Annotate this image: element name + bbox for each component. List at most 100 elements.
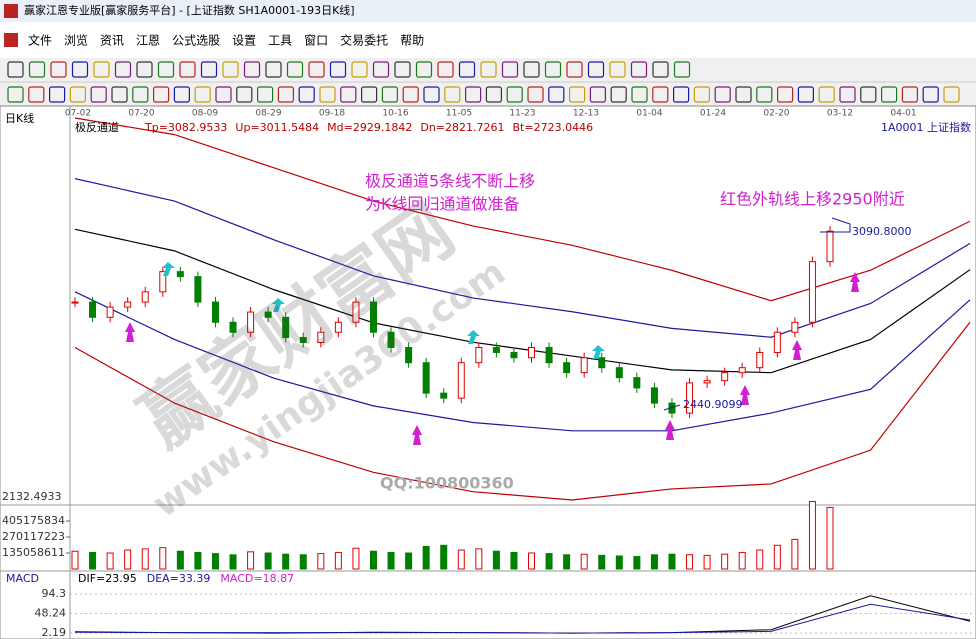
menu-item[interactable]: 公式选股 xyxy=(172,34,220,48)
toolbar-button[interactable] xyxy=(566,61,583,78)
candle xyxy=(71,301,79,304)
toolbar-button[interactable] xyxy=(506,86,523,103)
toolbar-button[interactable] xyxy=(257,86,274,103)
toolbar-button[interactable] xyxy=(200,61,218,78)
toolbar-button[interactable] xyxy=(444,86,461,103)
toolbar-button[interactable] xyxy=(7,86,24,103)
candle xyxy=(475,346,483,364)
toolbar-button[interactable] xyxy=(756,86,773,103)
toolbar-button[interactable] xyxy=(901,86,919,103)
toolbar-button[interactable] xyxy=(69,86,87,103)
toolbar-button[interactable] xyxy=(308,61,325,78)
toolbar-button[interactable] xyxy=(243,61,261,78)
toolbar-button[interactable] xyxy=(839,86,856,103)
toolbar-button[interactable] xyxy=(437,61,454,78)
toolbar-button[interactable] xyxy=(28,61,46,78)
menu-item[interactable]: 资讯 xyxy=(100,34,124,48)
toolbar-button[interactable] xyxy=(48,86,66,103)
toolbar-button[interactable] xyxy=(361,86,378,103)
toolbar-button[interactable] xyxy=(415,61,433,78)
toolbar-button[interactable] xyxy=(609,61,626,78)
toolbar-button[interactable] xyxy=(351,61,368,78)
toolbar-button[interactable] xyxy=(735,86,752,103)
toolbar-button[interactable] xyxy=(630,61,648,78)
toolbar-button[interactable] xyxy=(111,86,128,103)
toolbar-button[interactable] xyxy=(672,86,690,103)
volume-bar xyxy=(194,551,202,570)
toolbar-button[interactable] xyxy=(114,61,132,78)
toolbar-button[interactable] xyxy=(922,86,939,103)
toolbar-button[interactable] xyxy=(402,86,419,103)
volume-bar xyxy=(633,556,641,570)
toolbar-button[interactable] xyxy=(71,61,89,78)
toolbar-button[interactable] xyxy=(501,61,519,78)
toolbar-button[interactable] xyxy=(298,86,315,103)
menu-item[interactable]: 交易委托 xyxy=(340,33,388,48)
menu-item[interactable]: 窗口 xyxy=(304,34,328,48)
toolbar-button[interactable] xyxy=(157,61,175,78)
toolbar-button[interactable] xyxy=(880,86,898,103)
indicator-param: Md=2929.1842 xyxy=(327,121,412,134)
x-tick-label: 07-02 xyxy=(65,109,91,119)
toolbar-button[interactable] xyxy=(340,86,357,103)
toolbar-button[interactable] xyxy=(286,61,304,78)
menu-item[interactable]: 设置 xyxy=(232,34,256,48)
toolbar-button[interactable] xyxy=(394,61,411,78)
menu-item[interactable]: 工具 xyxy=(268,34,292,48)
toolbar-button[interactable] xyxy=(90,86,107,103)
toolbar-button[interactable] xyxy=(652,86,669,103)
toolbar-button[interactable] xyxy=(423,86,440,103)
toolbar-button[interactable] xyxy=(587,61,605,78)
candle xyxy=(492,346,500,353)
menu-item[interactable]: 浏览 xyxy=(64,33,88,48)
toolbar-button[interactable] xyxy=(93,61,110,78)
toolbar-button[interactable] xyxy=(693,86,711,103)
toolbar-button[interactable] xyxy=(381,86,398,103)
toolbar-button[interactable] xyxy=(136,61,153,78)
toolbar-button[interactable] xyxy=(458,61,476,78)
toolbar-button[interactable] xyxy=(776,86,794,103)
toolbar-button[interactable] xyxy=(544,61,562,78)
toolbar-button[interactable] xyxy=(860,86,877,103)
toolbar-button[interactable] xyxy=(222,61,239,78)
indicator-param: Bt=2723.0446 xyxy=(513,121,594,134)
toolbar-button[interactable] xyxy=(527,86,544,103)
toolbar-button[interactable] xyxy=(319,86,336,103)
toolbar-button[interactable] xyxy=(673,61,691,78)
toolbar-button[interactable] xyxy=(485,86,502,103)
toolbar-button[interactable] xyxy=(631,86,648,103)
toolbar-button[interactable] xyxy=(179,61,196,78)
toolbar-button[interactable] xyxy=(236,86,253,103)
toolbar-button[interactable] xyxy=(818,86,835,103)
toolbar-button[interactable] xyxy=(589,86,607,103)
menu-item[interactable]: 文件 xyxy=(28,33,52,48)
menu-item[interactable]: 帮助 xyxy=(400,34,424,48)
toolbar-button[interactable] xyxy=(568,86,586,103)
toolbar-button[interactable] xyxy=(28,86,45,103)
toolbar-button[interactable] xyxy=(7,61,24,78)
toolbar-button[interactable] xyxy=(943,86,960,103)
toolbar-button[interactable] xyxy=(652,61,669,78)
toolbar-button[interactable] xyxy=(50,61,67,78)
channel-line xyxy=(74,291,971,432)
menu-item[interactable]: 江恩 xyxy=(136,34,160,48)
toolbar-button[interactable] xyxy=(797,86,815,103)
toolbar-button[interactable] xyxy=(153,86,170,103)
toolbar-button[interactable] xyxy=(277,86,294,103)
toolbar-button[interactable] xyxy=(372,61,390,78)
toolbar-button[interactable] xyxy=(132,86,149,103)
toolbar-button[interactable] xyxy=(480,61,497,78)
volume-bar xyxy=(563,554,571,570)
volume-bar xyxy=(229,554,237,570)
toolbar-button[interactable] xyxy=(714,86,731,103)
toolbar-button[interactable] xyxy=(265,61,282,78)
toolbar-button[interactable] xyxy=(215,86,232,103)
toolbar-button[interactable] xyxy=(194,86,211,103)
toolbar-button[interactable] xyxy=(548,86,565,103)
candle xyxy=(440,392,448,399)
toolbar-button[interactable] xyxy=(610,86,627,103)
toolbar-button[interactable] xyxy=(329,61,347,78)
toolbar-button[interactable] xyxy=(465,86,482,103)
toolbar-button[interactable] xyxy=(173,86,190,103)
toolbar-button[interactable] xyxy=(523,61,540,78)
